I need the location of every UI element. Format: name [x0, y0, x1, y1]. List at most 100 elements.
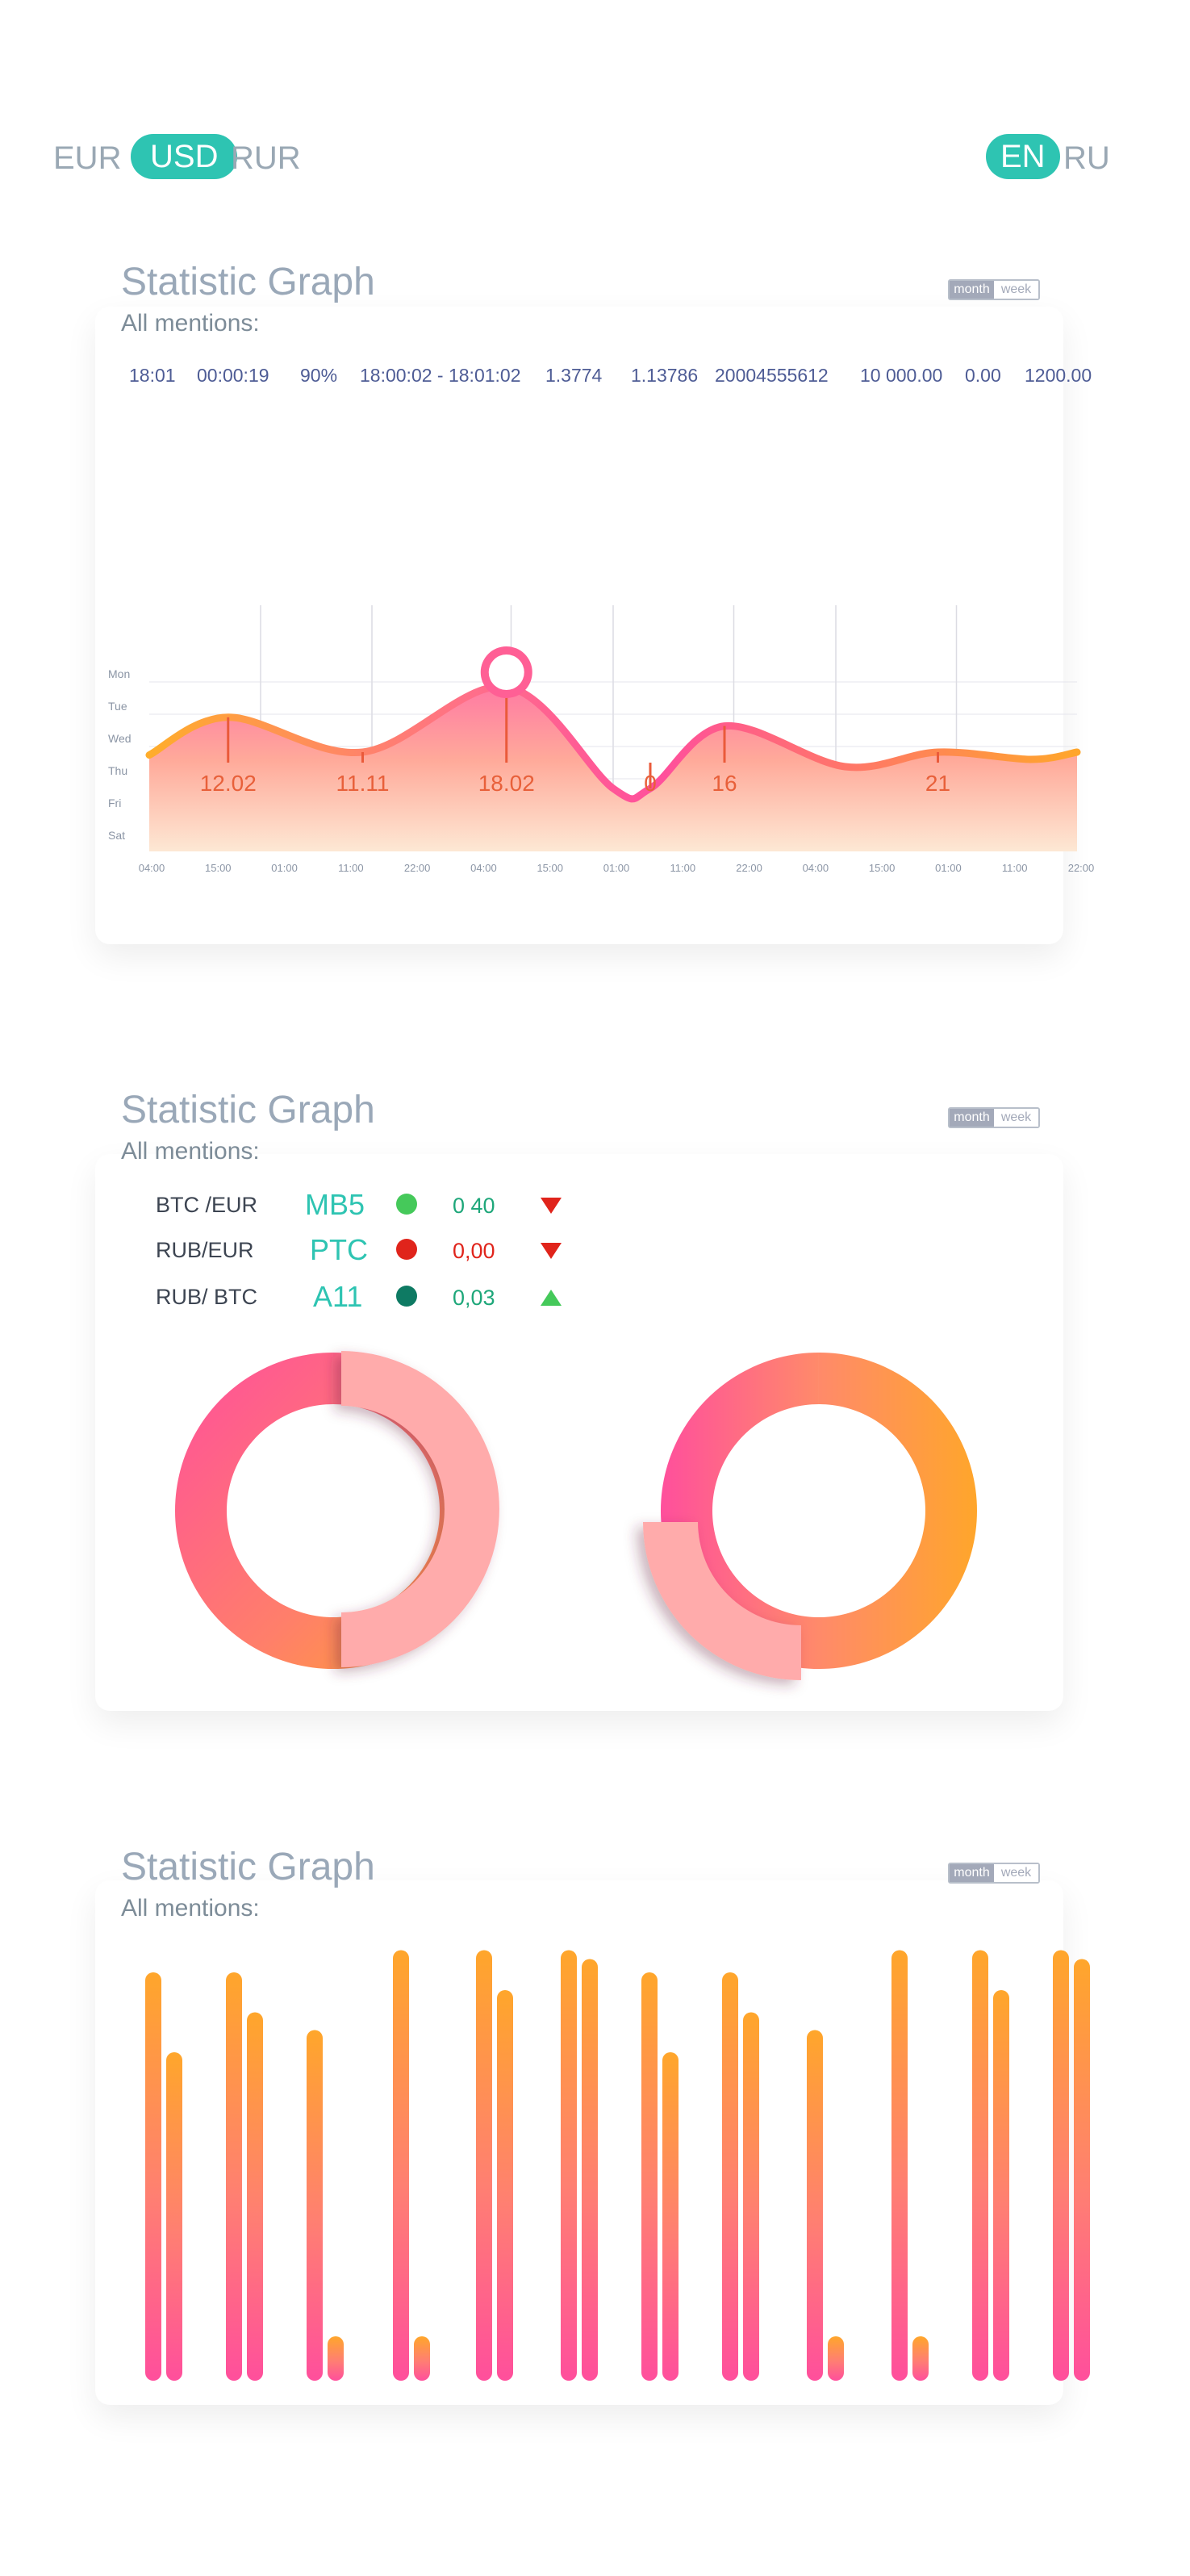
y-tick-label: Mon [108, 667, 130, 680]
language-ru[interactable]: RU [1063, 140, 1110, 176]
bar [476, 1950, 492, 2381]
x-tick-label: 04:00 [470, 862, 497, 874]
x-tick-label: 01:00 [271, 862, 298, 874]
stat-value: 20004555612 [715, 365, 829, 386]
bar [972, 1950, 988, 2381]
donut-charts [174, 1351, 977, 1680]
pair-code: PTC [310, 1233, 368, 1266]
bar [328, 2336, 344, 2381]
currency-usd-active[interactable]: USD [131, 134, 238, 179]
x-tick-label: 22:00 [404, 862, 431, 874]
status-dot [396, 1286, 417, 1307]
bar [226, 1972, 242, 2381]
annotation-label: 21 [925, 771, 950, 796]
bar [641, 1972, 658, 2381]
x-tick-label: 11:00 [1002, 862, 1028, 874]
x-tick-label: 22:00 [736, 862, 762, 874]
stat-value: 00:00:19 [197, 365, 269, 386]
pair-code: MB5 [305, 1188, 365, 1221]
toggle-week[interactable]: week [994, 1864, 1038, 1882]
pair-value: 0,00 [453, 1239, 495, 1263]
status-dot [396, 1194, 417, 1215]
y-tick-label: Fri [108, 797, 121, 809]
stat-value: 0.00 [965, 365, 1001, 386]
x-tick-label: 15:00 [537, 862, 563, 874]
donut-segment-highlight [341, 1351, 499, 1667]
bar [722, 1972, 738, 2381]
trend-down-icon [541, 1198, 562, 1214]
donut-segment [660, 1353, 977, 1669]
x-tick-label: 01:00 [935, 862, 962, 874]
bar [582, 1959, 598, 2381]
y-tick-label: Tue [108, 700, 127, 713]
bar [993, 1990, 1009, 2381]
x-tick-label: 15:00 [869, 862, 896, 874]
bar-chart [145, 1950, 1090, 2381]
card1-period-toggle[interactable]: month week [948, 279, 1040, 300]
bar [743, 2012, 759, 2381]
toggle-week[interactable]: week [994, 281, 1038, 299]
annotation-label: 12.02 [200, 771, 257, 796]
bar [166, 2052, 182, 2381]
annotation-label: 0 [644, 771, 657, 796]
bar [807, 2030, 823, 2381]
highlight-marker-inner [488, 654, 524, 690]
stat-value: 90% [300, 365, 338, 386]
pair-label: BTC /EUR [156, 1193, 258, 1217]
annotation-label: 16 [712, 771, 737, 796]
currency-eur[interactable]: EUR [53, 140, 122, 176]
toggle-month[interactable]: month [950, 281, 994, 299]
bar [828, 2336, 844, 2381]
currency-rur[interactable]: RUR [231, 140, 301, 176]
y-tick-label: Sat [108, 829, 125, 842]
card1-subtitle: All mentions: [121, 310, 260, 337]
bar [561, 1950, 577, 2381]
bar [1053, 1950, 1069, 2381]
pair-value: 0,03 [453, 1286, 495, 1310]
stat-value: 1.13786 [631, 365, 699, 386]
bar [247, 2012, 263, 2381]
card2-title: Statistic Graph [121, 1089, 375, 1131]
bar [307, 2030, 323, 2381]
y-tick-label: Wed [108, 732, 132, 745]
pair-label: RUB/EUR [156, 1238, 254, 1262]
bar [1074, 1959, 1090, 2381]
card2-subtitle: All mentions: [121, 1138, 260, 1165]
card2-period-toggle[interactable]: month week [948, 1107, 1040, 1128]
language-en-active[interactable]: EN [986, 134, 1060, 179]
stat-value: 1200.00 [1025, 365, 1092, 386]
toggle-week[interactable]: week [994, 1109, 1038, 1127]
stat-value: 10 000.00 [860, 365, 943, 386]
bar [497, 1990, 513, 2381]
x-tick-label: 11:00 [338, 862, 364, 874]
bar [145, 1972, 161, 2381]
x-tick-label: 22:00 [1068, 862, 1095, 874]
top-bar: EUR USD RUR EN RU [0, 129, 1190, 194]
annotation-label: 11.11 [336, 771, 390, 796]
bar [662, 2052, 679, 2381]
y-tick-label: Thu [108, 764, 127, 777]
chart-area [149, 686, 1077, 851]
bar [891, 1950, 908, 2381]
bar [414, 2336, 430, 2381]
pair-code: A11 [313, 1280, 363, 1313]
pair-label: RUB/ BTC [156, 1285, 258, 1309]
trend-up-icon [541, 1290, 562, 1306]
x-tick-label: 01:00 [603, 862, 630, 874]
status-dot [396, 1239, 417, 1260]
x-tick-label: 15:00 [205, 862, 232, 874]
card3-period-toggle[interactable]: month week [948, 1863, 1040, 1884]
stat-value: 1.3774 [545, 365, 603, 386]
donut-segment-highlight [643, 1522, 801, 1680]
card3-title: Statistic Graph [121, 1846, 375, 1888]
pair-value: 0 40 [453, 1194, 495, 1218]
stat-value: 18:00:02 - 18:01:02 [360, 365, 521, 386]
bar [393, 1950, 409, 2381]
card1-title: Statistic Graph [121, 261, 375, 303]
trend-down-icon [541, 1243, 562, 1259]
line-chart: 12.02 11.11 18.02 0 16 21 MonTueWedThuFriSat … [108, 605, 1095, 874]
x-tick-label: 04:00 [139, 862, 165, 874]
toggle-month[interactable]: month [950, 1864, 994, 1882]
bar [912, 2336, 929, 2381]
toggle-month[interactable]: month [950, 1109, 994, 1127]
